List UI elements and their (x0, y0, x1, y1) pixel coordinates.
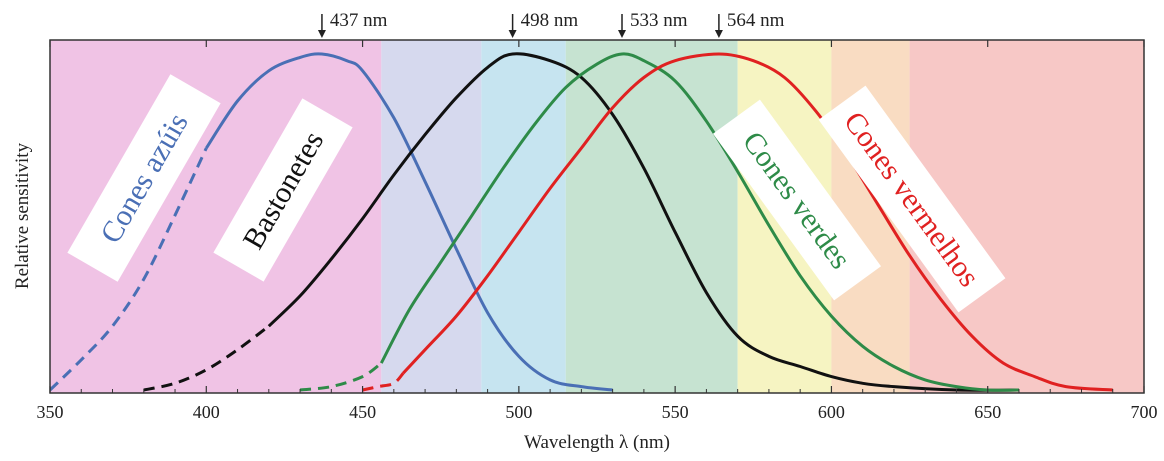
band-1 (381, 40, 481, 393)
band-3 (566, 40, 738, 393)
band-2 (481, 40, 565, 393)
peak-label: 437 nm (330, 10, 388, 31)
peak-label: 498 nm (521, 10, 579, 31)
peak-arrow-head (509, 30, 517, 38)
peak-arrow-head (318, 30, 326, 38)
x-tick-label: 700 (1131, 402, 1158, 422)
peak-label: 564 nm (727, 10, 785, 31)
x-tick-label: 400 (193, 402, 220, 422)
x-tick-label: 350 (37, 402, 64, 422)
peak-label: 533 nm (630, 10, 688, 31)
y-axis-title: Relative sensitivity (12, 142, 33, 289)
x-tick-label: 550 (662, 402, 689, 422)
x-tick-label: 450 (349, 402, 376, 422)
peak-markers: 437 nm 498 nm 533 nm 564 nm (318, 10, 785, 38)
x-tick-label: 650 (974, 402, 1001, 422)
x-tick-label: 500 (505, 402, 532, 422)
peak-arrow-head (715, 30, 723, 38)
x-axis-title: Wavelength λ (nm) (524, 432, 670, 453)
x-tick-label: 600 (818, 402, 845, 422)
peak-arrow-head (618, 30, 626, 38)
